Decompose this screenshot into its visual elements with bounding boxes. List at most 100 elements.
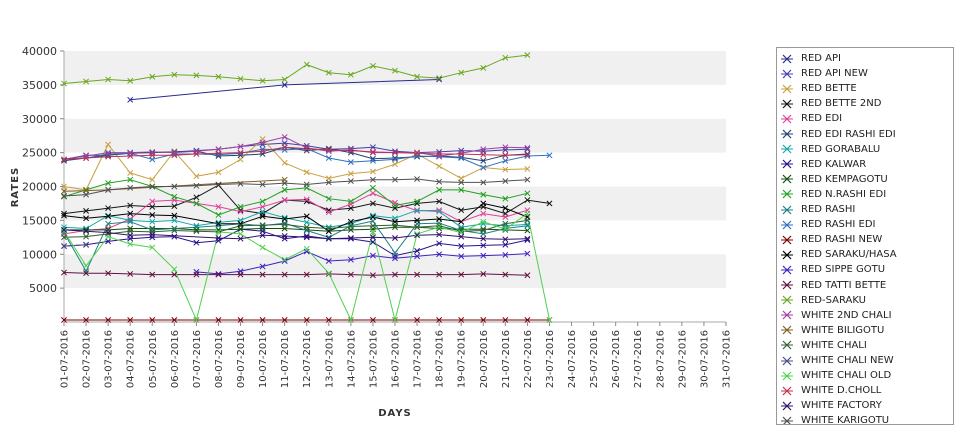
data-point bbox=[502, 146, 509, 153]
data-point bbox=[61, 317, 67, 323]
series-line bbox=[63, 219, 528, 238]
data-point bbox=[193, 194, 200, 201]
data-point bbox=[325, 209, 332, 216]
data-point bbox=[193, 182, 200, 189]
legend-item: WHITE BILIGOTU bbox=[781, 323, 884, 338]
data-point bbox=[215, 271, 222, 278]
x-tick-label: 15-07-2016 bbox=[368, 330, 379, 388]
data-point bbox=[105, 151, 112, 157]
legend-item: RED API NEW bbox=[781, 66, 868, 81]
data-point bbox=[480, 227, 487, 234]
legend-label: RED EDI RASHI EDI bbox=[801, 128, 896, 140]
x-tick-label: 10-07-2016 bbox=[258, 330, 269, 388]
data-point bbox=[369, 176, 376, 183]
data-point bbox=[281, 221, 288, 228]
data-point bbox=[171, 212, 178, 219]
series-line bbox=[63, 138, 528, 191]
series-line bbox=[63, 136, 528, 160]
data-point bbox=[436, 153, 443, 159]
data-point bbox=[171, 266, 178, 273]
legend-item: RED TATTI BETTE bbox=[781, 278, 886, 293]
x-tick-label: 28-07-2016 bbox=[655, 330, 666, 388]
data-point bbox=[61, 157, 67, 164]
legend-item: WHITE KARIGOTU bbox=[781, 413, 889, 424]
data-point bbox=[325, 179, 332, 186]
data-point bbox=[193, 268, 200, 275]
data-point bbox=[436, 224, 443, 231]
legend-marker-icon bbox=[781, 219, 793, 231]
legend-marker-icon bbox=[781, 294, 793, 306]
legend-marker-icon bbox=[781, 385, 793, 397]
plot-background bbox=[63, 51, 726, 323]
data-point bbox=[237, 75, 244, 82]
x-tick-label: 05-07-2016 bbox=[148, 330, 159, 388]
data-point bbox=[215, 222, 222, 229]
data-point bbox=[369, 252, 376, 259]
legend-marker-icon bbox=[781, 83, 793, 95]
x-tick-label: 14-07-2016 bbox=[346, 330, 357, 388]
data-point bbox=[127, 317, 134, 323]
data-point bbox=[149, 226, 156, 233]
legend-item: RED RASHI bbox=[781, 202, 855, 217]
x-tick-label: 07-07-2016 bbox=[192, 330, 203, 388]
data-point bbox=[414, 176, 421, 183]
x-tick-label: 20-07-2016 bbox=[479, 330, 490, 388]
data-point bbox=[414, 150, 421, 157]
data-point bbox=[436, 271, 443, 278]
data-point bbox=[392, 156, 398, 163]
data-point bbox=[281, 134, 288, 140]
legend-label: RED KEMPAGOTU bbox=[801, 173, 888, 185]
chart-legend: RED API RED API NEW RED BETTE RED BETTE 2ND… bbox=[776, 47, 954, 425]
data-point bbox=[281, 146, 288, 153]
data-point bbox=[414, 253, 421, 260]
series-line bbox=[63, 146, 528, 160]
legend-marker-icon bbox=[781, 234, 793, 246]
legend-marker-icon bbox=[781, 158, 793, 170]
data-point bbox=[61, 226, 67, 233]
data-point bbox=[215, 228, 222, 235]
data-point bbox=[325, 195, 332, 202]
data-point bbox=[83, 270, 90, 277]
data-point bbox=[458, 218, 465, 225]
data-point bbox=[303, 234, 310, 241]
data-point bbox=[149, 203, 156, 210]
data-point bbox=[303, 219, 310, 226]
data-point bbox=[369, 62, 376, 69]
legend-label: RED RASHI NEW bbox=[801, 234, 883, 246]
grid-band bbox=[64, 254, 726, 289]
data-point bbox=[83, 78, 90, 85]
data-point bbox=[105, 153, 112, 160]
data-point bbox=[303, 198, 310, 205]
data-point bbox=[303, 245, 310, 252]
data-point bbox=[480, 64, 487, 71]
data-point bbox=[524, 217, 531, 224]
data-point bbox=[436, 178, 443, 185]
data-point bbox=[347, 223, 354, 230]
data-point bbox=[524, 222, 531, 229]
data-point bbox=[61, 212, 67, 219]
data-point bbox=[281, 216, 288, 222]
data-point bbox=[502, 152, 509, 159]
data-point bbox=[392, 252, 398, 259]
data-point bbox=[127, 232, 134, 239]
data-point bbox=[502, 157, 509, 164]
legend-item: RED RASHI NEW bbox=[781, 232, 882, 247]
legend-label: WHITE CHALI OLD bbox=[801, 370, 892, 382]
data-point bbox=[171, 225, 178, 232]
legend-marker-icon bbox=[781, 128, 793, 140]
data-point bbox=[436, 251, 443, 258]
data-point bbox=[281, 159, 288, 166]
data-point bbox=[436, 151, 443, 157]
x-tick-label: 18-07-2016 bbox=[435, 330, 446, 388]
x-tick-label: 08-07-2016 bbox=[214, 330, 225, 388]
x-tick-label: 17-07-2016 bbox=[413, 330, 424, 388]
legend-item: RED BETTE 2ND bbox=[781, 96, 881, 111]
data-point bbox=[347, 71, 354, 78]
x-tick-label: 19-07-2016 bbox=[457, 330, 468, 388]
data-point bbox=[392, 271, 398, 278]
data-point bbox=[392, 161, 398, 168]
y-tick-label: 10000 bbox=[22, 248, 57, 261]
data-point bbox=[105, 220, 112, 227]
data-point bbox=[193, 239, 200, 246]
data-point bbox=[259, 148, 266, 155]
